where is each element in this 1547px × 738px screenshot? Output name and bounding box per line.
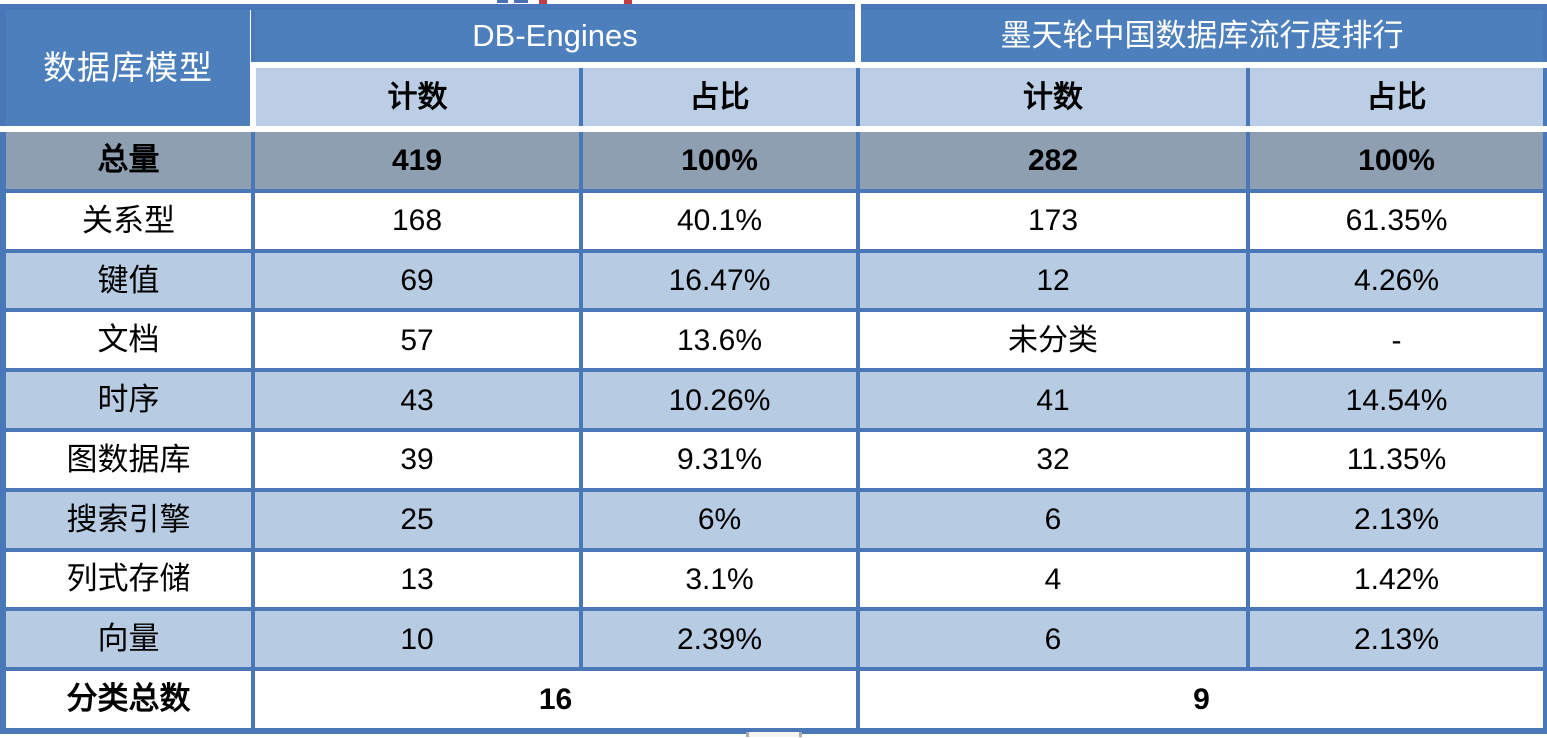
- subheader-dbengines-count: 计数: [250, 63, 583, 132]
- data-cell: 11.35%: [1246, 427, 1547, 492]
- data-cell: 32: [856, 427, 1251, 492]
- table-row: 关系型 168 40.1% 173 61.35%: [1, 188, 1547, 253]
- data-cell: 4.26%: [1246, 248, 1547, 313]
- data-cell: 39: [251, 427, 583, 492]
- row-label: 文档: [1, 308, 255, 373]
- data-cell: 6: [856, 607, 1251, 672]
- data-cell: 173: [856, 188, 1251, 253]
- database-model-comparison-table: 数据库模型 DB-Engines 墨天轮中国数据库流行度排行 计数 占比 计数 …: [0, 4, 1547, 734]
- cropped-text-fragment: [514, 0, 528, 3]
- cropped-text-fragment: [497, 0, 508, 3]
- data-cell-modb-category-total: 9: [856, 667, 1547, 733]
- cropped-text-fragment: [624, 0, 632, 4]
- table-row: 文档 57 13.6% 未分类 -: [1, 308, 1547, 373]
- data-cell: 6%: [578, 487, 861, 552]
- data-cell: 41: [856, 368, 1251, 432]
- group-header-dbengines: DB-Engines: [250, 5, 862, 68]
- data-cell: 2.13%: [1246, 607, 1547, 672]
- data-cell: 3.1%: [578, 547, 861, 612]
- table-row: 图数据库 39 9.31% 32 11.35%: [1, 427, 1547, 492]
- table-row: 列式存储 13 3.1% 4 1.42%: [1, 547, 1547, 612]
- data-cell: 2.39%: [578, 607, 861, 672]
- row-label: 总量: [1, 126, 255, 193]
- data-cell: 61.35%: [1246, 188, 1547, 253]
- data-cell: 6: [856, 487, 1251, 552]
- scrollbar-fragment[interactable]: [746, 732, 802, 737]
- cropped-text-fragment: [539, 0, 547, 4]
- data-cell-dbengines-category-total: 16: [250, 667, 861, 733]
- row-label: 键值: [1, 248, 255, 313]
- subheader-modb-share: 占比: [1246, 63, 1547, 132]
- data-cell: 419: [251, 126, 583, 193]
- data-cell: 100%: [578, 126, 861, 193]
- data-cell: 14.54%: [1246, 368, 1547, 432]
- table-row: 搜索引擎 25 6% 6 2.13%: [1, 487, 1547, 552]
- corner-header: 数据库模型: [1, 5, 255, 131]
- data-cell: 13: [251, 547, 583, 612]
- data-cell: 2.13%: [1246, 487, 1547, 552]
- data-cell: 69: [251, 248, 583, 313]
- row-label: 时序: [1, 368, 255, 432]
- table-row-category-totals: 分类总数 16 9: [1, 667, 1547, 733]
- data-cell: 16.47%: [578, 248, 861, 313]
- row-label: 分类总数: [1, 667, 255, 733]
- row-label: 搜索引擎: [1, 487, 255, 552]
- data-cell: -: [1246, 308, 1547, 373]
- table-row: 键值 69 16.47% 12 4.26%: [1, 248, 1547, 313]
- data-cell: 100%: [1246, 126, 1547, 193]
- row-label: 图数据库: [1, 427, 255, 492]
- data-cell: 282: [856, 126, 1251, 193]
- data-cell: 9.31%: [578, 427, 861, 492]
- data-cell: 13.6%: [578, 308, 861, 373]
- table-row: 向量 10 2.39% 6 2.13%: [1, 607, 1547, 672]
- data-cell: 1.42%: [1246, 547, 1547, 612]
- row-label: 列式存储: [1, 547, 255, 612]
- group-header-modb: 墨天轮中国数据库流行度排行: [856, 5, 1547, 68]
- table-row: 时序 43 10.26% 41 14.54%: [1, 368, 1547, 432]
- table-row-total: 总量 419 100% 282 100%: [1, 126, 1547, 193]
- row-label: 向量: [1, 607, 255, 672]
- subheader-dbengines-share: 占比: [578, 63, 861, 132]
- data-cell: 10.26%: [578, 368, 861, 432]
- row-label: 关系型: [1, 188, 255, 253]
- data-cell: 57: [251, 308, 583, 373]
- data-cell: 168: [251, 188, 583, 253]
- data-cell: 未分类: [856, 308, 1251, 373]
- data-cell: 40.1%: [578, 188, 861, 253]
- data-cell: 25: [251, 487, 583, 552]
- data-cell: 12: [856, 248, 1251, 313]
- data-cell: 10: [251, 607, 583, 672]
- subheader-modb-count: 计数: [856, 63, 1251, 132]
- data-cell: 4: [856, 547, 1251, 612]
- data-cell: 43: [251, 368, 583, 432]
